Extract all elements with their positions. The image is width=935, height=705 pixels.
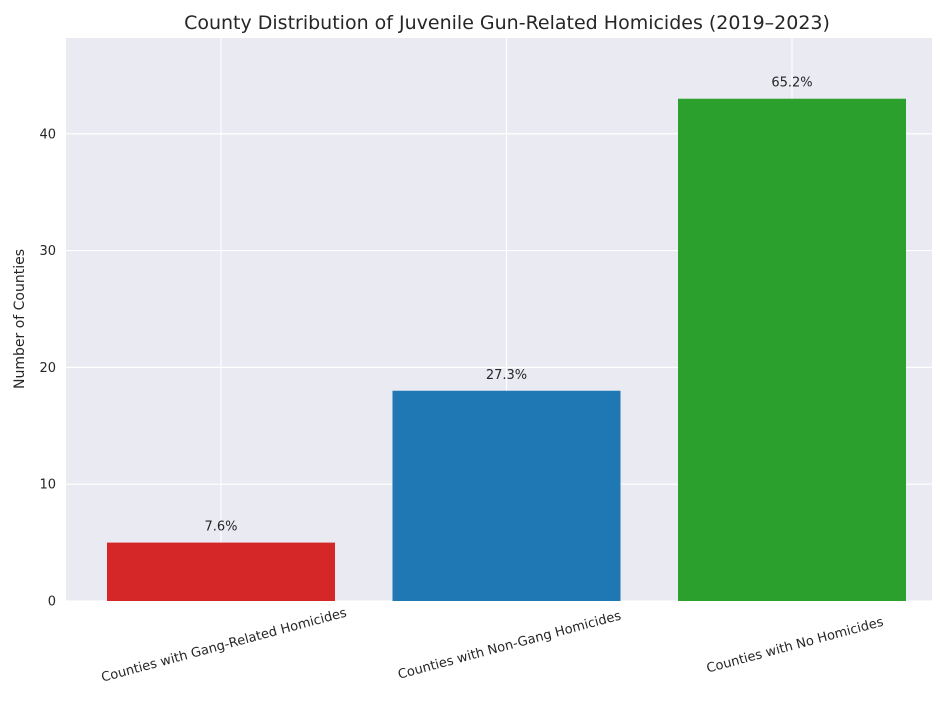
y-tick-label: 20	[39, 361, 56, 376]
y-tick-label: 40	[39, 127, 56, 142]
y-tick-label: 0	[48, 595, 56, 610]
y-axis-label: Number of Counties	[12, 249, 28, 389]
bar	[678, 98, 906, 601]
bar	[392, 390, 621, 601]
x-tick-label: Counties with Gang-Related Homicides	[100, 606, 349, 686]
x-tick-label: Counties with No Homicides	[705, 615, 885, 677]
bar-value-label: 27.3%	[486, 368, 527, 383]
y-tick-label: 30	[39, 244, 56, 259]
bars: 7.6% 27.3% 65.2%	[107, 76, 906, 601]
chart-title: County Distribution of Juvenile Gun-Rela…	[184, 12, 830, 34]
bar	[107, 542, 335, 601]
x-axis-ticks: Counties with Gang-Related Homicides Coun…	[100, 606, 886, 686]
y-tick-label: 10	[39, 478, 56, 493]
bar-value-label: 65.2%	[771, 76, 812, 91]
x-tick-label: Counties with Non-Gang Homicides	[396, 609, 623, 683]
bar-value-label: 7.6%	[204, 520, 237, 535]
y-axis-ticks: 0 10 20 30 40	[39, 127, 56, 609]
